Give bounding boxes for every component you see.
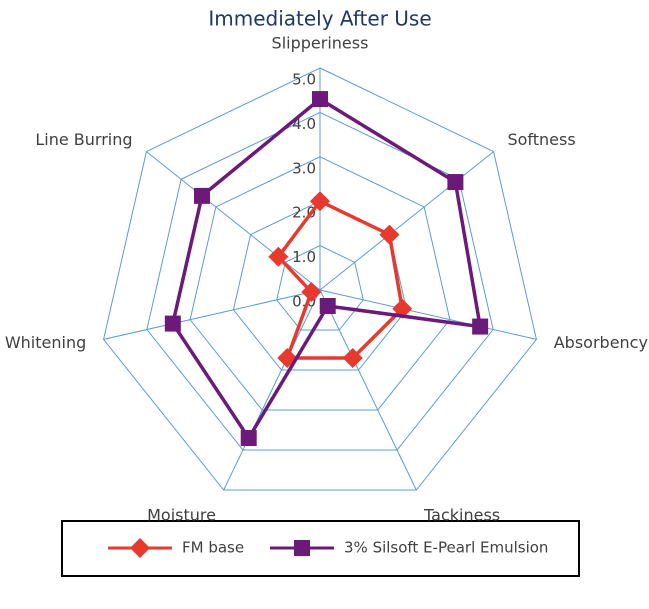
data-point [130,538,150,558]
data-point [319,298,336,315]
legend-label: 3% Silsoft E-Pearl Emulsion [344,539,548,557]
spoke [146,151,321,291]
data-point [164,315,181,332]
category-label: Whitening [5,333,86,352]
r-tick-label: 1.0 [292,248,316,266]
category-label: Line Burring [35,130,132,149]
grid-ring [146,111,494,451]
spoke [223,289,321,491]
legend-label: FM base [182,539,244,557]
spoke [319,151,494,291]
data-point [310,191,330,212]
data-point [193,187,210,204]
category-label: Softness [507,130,575,149]
data-point [342,348,363,369]
data-point [379,224,400,245]
data-point [472,318,489,335]
spoke [319,289,417,491]
spoke [319,289,537,340]
category-label: Moisture [147,506,216,525]
data-point [312,91,328,108]
spoke [103,289,321,340]
grid-ring [276,245,364,331]
data-point [240,430,257,447]
r-tick-label: 5.0 [292,71,316,89]
grid-ring [103,67,537,491]
data-point [294,540,310,556]
data-point [268,246,289,267]
series-line [276,198,405,360]
category-label: Tackiness [423,506,500,525]
series-line [170,96,483,442]
data-point [447,174,464,191]
category-label: Absorbency [554,333,648,352]
chart-title: Immediately After Use [208,7,431,31]
category-label: Slipperiness [272,34,369,53]
data-point [301,281,322,302]
legend-box [61,520,580,577]
grid-ring [189,156,451,411]
r-tick-label: 4.0 [292,115,316,133]
r-tick-label: 3.0 [292,159,316,177]
